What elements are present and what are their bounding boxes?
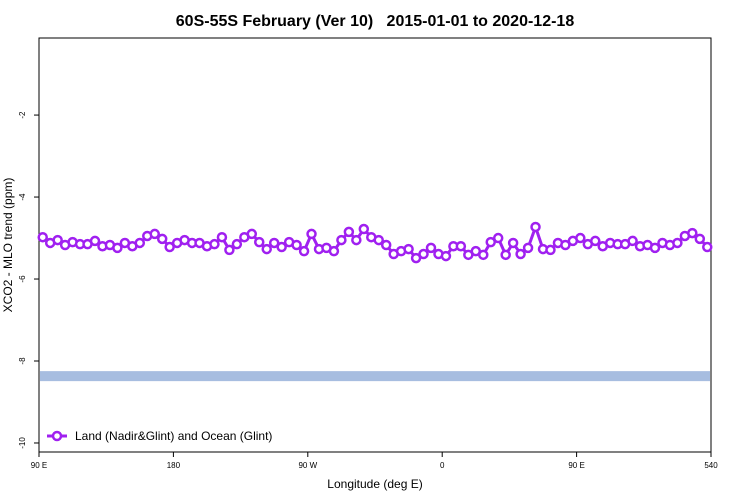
y-tick-label: -2 xyxy=(18,111,27,119)
point xyxy=(627,235,638,247)
point xyxy=(702,241,713,253)
point xyxy=(649,242,661,254)
point xyxy=(52,234,63,246)
point xyxy=(164,241,175,253)
point xyxy=(425,242,437,254)
point xyxy=(522,242,534,254)
point xyxy=(530,221,541,233)
point xyxy=(268,237,280,249)
y-tick-label: -4 xyxy=(18,193,27,201)
point xyxy=(403,243,414,255)
y-tick-label: -8 xyxy=(18,357,27,365)
y-tick-label: -6 xyxy=(18,275,27,283)
point xyxy=(373,234,384,246)
x-tick-label: 540 xyxy=(704,461,718,470)
point xyxy=(440,250,452,262)
x-axis-label: Longitude (deg E) xyxy=(327,477,422,491)
point xyxy=(380,239,392,251)
point xyxy=(455,240,467,252)
point xyxy=(246,228,258,240)
point xyxy=(358,223,370,235)
x-tick-label: 90 W xyxy=(298,461,317,470)
point xyxy=(224,244,235,256)
point xyxy=(149,228,160,240)
point xyxy=(560,239,571,251)
point xyxy=(418,248,429,260)
legend-marker xyxy=(51,430,63,442)
chart-title: 60S-55S February (Ver 10) 2015-01-01 to … xyxy=(176,13,575,30)
point xyxy=(590,235,601,247)
point xyxy=(687,227,698,239)
point xyxy=(485,236,496,248)
point xyxy=(545,244,556,256)
x-tick-label: 90 E xyxy=(31,461,47,470)
point xyxy=(575,232,586,244)
point xyxy=(507,237,519,249)
point xyxy=(216,231,228,243)
y-axis-label: XCO2 - MLO trend (ppm) xyxy=(1,178,15,313)
point xyxy=(694,233,706,245)
point xyxy=(209,238,220,250)
point xyxy=(298,245,310,257)
point xyxy=(478,249,489,261)
point xyxy=(134,237,146,249)
point xyxy=(37,231,48,243)
point xyxy=(231,238,243,250)
x-tick-label: 180 xyxy=(167,461,181,470)
x-tick-label: 0 xyxy=(440,461,445,470)
point xyxy=(336,234,347,246)
point xyxy=(500,249,511,261)
point xyxy=(261,243,272,255)
y-tick-label: -10 xyxy=(18,437,27,449)
point xyxy=(276,241,287,253)
point xyxy=(291,239,302,251)
point xyxy=(254,236,265,248)
point xyxy=(343,226,355,238)
point xyxy=(515,248,526,260)
point xyxy=(492,232,504,244)
point xyxy=(410,252,422,264)
point xyxy=(672,237,683,249)
point xyxy=(351,234,362,246)
point xyxy=(328,245,340,257)
point xyxy=(89,235,101,247)
point xyxy=(156,233,168,245)
legend-label: Land (Nadir&Glint) and Ocean (Glint) xyxy=(75,429,272,443)
point xyxy=(112,242,123,254)
point xyxy=(306,228,317,240)
x-tick-label: 90 E xyxy=(568,461,584,470)
